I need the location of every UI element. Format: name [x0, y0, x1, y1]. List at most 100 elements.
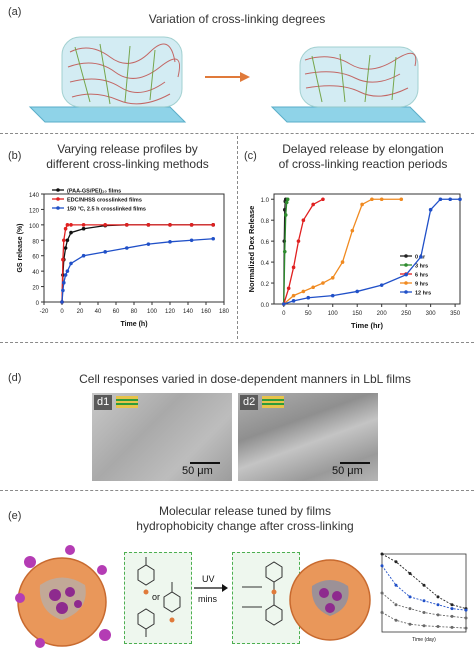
data-point	[62, 280, 66, 285]
data-point	[311, 285, 315, 290]
data-point	[306, 295, 311, 300]
panel-b-letter: (b)	[8, 150, 22, 162]
panel-c-title-2: of cross-linking reaction periods	[278, 157, 448, 171]
x-axis-label: Time (hr)	[351, 321, 383, 330]
x-tick-label: 60	[113, 309, 120, 315]
data-point	[189, 223, 194, 227]
panel-c-letter: (c)	[244, 150, 257, 162]
uv-arrow: UV mins	[194, 574, 228, 604]
data-point	[65, 269, 70, 273]
data-point	[81, 226, 86, 231]
panel-d-title: Cell responses varied in dose-dependent …	[79, 372, 411, 386]
data-point	[103, 250, 107, 254]
inset-data-point	[394, 603, 398, 607]
data-point	[125, 223, 129, 227]
chemical-structures-before: or	[137, 557, 181, 637]
inset-data-point	[380, 552, 384, 556]
panel-e-title-1: Molecular release tuned by films	[158, 504, 332, 518]
data-point	[146, 223, 151, 227]
x-tick-label: 180	[219, 309, 230, 315]
data-point	[291, 265, 296, 270]
inset-data-point	[394, 560, 398, 564]
legend-marker	[404, 290, 408, 294]
hydrogel-film-illustration	[28, 36, 427, 123]
inset-data-point	[450, 625, 454, 629]
data-point	[438, 197, 443, 202]
legend-marker	[56, 188, 60, 192]
inset-data-point	[464, 626, 468, 630]
panel-a-title: Variation of cross-linking degrees	[148, 12, 326, 26]
x-tick-label: -20	[40, 309, 49, 315]
data-point	[330, 293, 335, 298]
layer-icon-d1	[116, 396, 138, 408]
uv-label: UV	[202, 574, 215, 584]
inset-data-point	[450, 607, 454, 611]
micrograph-d1	[92, 393, 232, 481]
inset-data-point	[380, 564, 384, 568]
micrograph-d1-tag: d1	[94, 395, 113, 410]
data-point	[63, 273, 68, 277]
x-tick-label: 150	[352, 311, 363, 317]
mins-label: mins	[198, 594, 218, 604]
x-tick-label: 160	[201, 309, 212, 315]
data-point	[281, 302, 286, 306]
scalebar-d1-label: 50 μm	[182, 465, 213, 477]
inset-data-point	[436, 595, 440, 599]
data-point	[168, 223, 172, 227]
plot-frame	[273, 193, 461, 305]
x-tick-label: 300	[426, 311, 437, 317]
y-tick-label: 80	[32, 239, 39, 245]
data-point	[340, 260, 345, 264]
legend-label: 3 hrs	[415, 264, 428, 270]
x-tick-label: 250	[401, 311, 412, 317]
data-point	[355, 289, 360, 294]
data-point	[291, 299, 296, 303]
nanoparticle-left	[15, 545, 111, 648]
gs-release-chart: -20 0 20 40 60 80 100 120 140 160 1800204060801001…	[17, 188, 230, 328]
inset-data-point	[450, 614, 454, 618]
inset-data-point	[464, 616, 468, 620]
data-point	[283, 213, 288, 217]
data-point	[125, 246, 129, 250]
panel-e-title-2: hydrophobicity change after cross-linkin…	[136, 519, 354, 533]
legend-label: EDC/NHSS crosslinked films	[67, 198, 142, 204]
data-point	[285, 197, 290, 202]
release-inset-chart: Time (day)	[380, 552, 468, 643]
data-point	[399, 197, 404, 202]
y-tick-label: 0.4	[261, 261, 270, 267]
scalebar-d2	[340, 462, 370, 464]
data-point	[321, 281, 325, 285]
y-axis-label: Normalized Dex Release	[247, 206, 256, 293]
legend-marker	[404, 263, 408, 267]
y-tick-label: 0.8	[261, 219, 270, 225]
inset-data-point	[464, 608, 468, 612]
data-point	[63, 226, 68, 231]
inset-data-point	[422, 624, 426, 628]
inset-data-point	[380, 611, 384, 614]
y-tick-label: 0.6	[261, 240, 270, 246]
y-axis-label: GS release (%)	[17, 223, 24, 272]
inset-data-point	[408, 572, 412, 575]
data-point	[81, 223, 86, 227]
inset-data-point	[394, 583, 398, 587]
panel-d-letter: (d)	[8, 372, 22, 384]
x-tick-label: 80	[131, 309, 138, 315]
data-point	[61, 288, 65, 293]
data-point	[404, 272, 408, 277]
y-tick-label: 140	[29, 193, 40, 199]
panel-b-title-2: different cross-linking methods	[46, 157, 209, 171]
legend-label: (PAA-GS/PEI)₁₀ films	[67, 189, 121, 195]
legend-marker	[404, 281, 408, 285]
data-point	[448, 197, 453, 202]
data-point	[69, 261, 73, 266]
data-point	[379, 283, 384, 287]
data-point	[103, 223, 107, 227]
data-point	[60, 300, 64, 304]
nanoparticle-right	[289, 559, 371, 641]
divider-b-bottom	[0, 342, 474, 343]
divider-d-bottom	[0, 490, 474, 491]
inset-data-point	[422, 599, 426, 603]
series-line	[61, 224, 214, 303]
x-tick-label: 120	[165, 309, 176, 315]
inset-data-point	[422, 611, 426, 614]
